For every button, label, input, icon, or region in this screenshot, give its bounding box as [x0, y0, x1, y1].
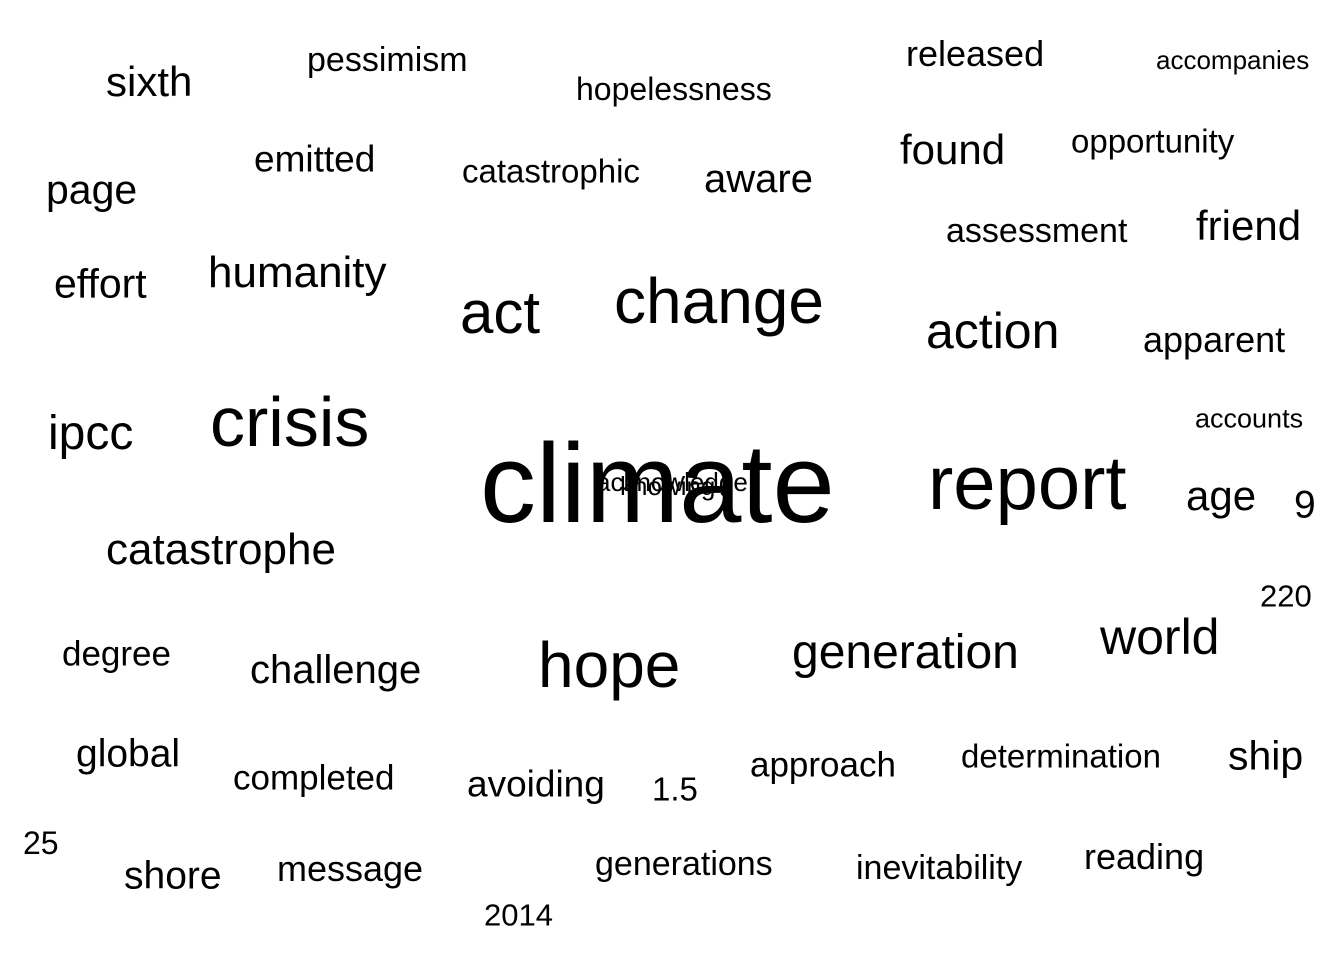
word-knowing: knowing [620, 471, 716, 501]
word-acknowledge: acknowledge [596, 467, 748, 497]
word-released: released [906, 33, 1045, 74]
word-avoiding: avoiding [467, 763, 605, 805]
word-hope: hope [538, 629, 681, 701]
word-catastrophe: catastrophe [106, 525, 336, 574]
word-generation: generation [792, 626, 1019, 679]
word-action: action [926, 303, 1060, 359]
word-report: report [928, 441, 1127, 526]
word-determination: determination [961, 737, 1161, 775]
word-challenge: challenge [250, 648, 422, 692]
word-catastrophic: catastrophic [462, 152, 640, 190]
word-humanity: humanity [208, 248, 387, 297]
word-climate: climate [480, 421, 835, 546]
word-emitted: emitted [254, 138, 376, 180]
word-ipcc: ipcc [48, 407, 134, 460]
word-friend: friend [1196, 202, 1302, 249]
word-approach: approach [750, 745, 896, 785]
word-opportunity: opportunity [1071, 122, 1235, 160]
word-page: page [46, 166, 138, 213]
word-shore: shore [124, 854, 222, 898]
word-assessment: assessment [946, 212, 1128, 250]
word-ship: ship [1228, 732, 1304, 779]
word-220: 220 [1260, 578, 1312, 614]
word-change: change [614, 265, 824, 337]
word-2014: 2014 [484, 897, 553, 933]
word-inevitability: inevitability [856, 849, 1023, 887]
word-reading: reading [1084, 836, 1205, 877]
word-generations: generations [595, 845, 773, 883]
word-message: message [277, 848, 424, 889]
word-pessimism: pessimism [307, 41, 468, 79]
word-completed: completed [233, 758, 395, 798]
word-accompanies: accompanies [1156, 45, 1310, 75]
word-degree: degree [62, 634, 171, 674]
word-1-5: 1.5 [652, 770, 698, 808]
word-effort: effort [54, 260, 147, 307]
word-accounts: accounts [1195, 403, 1304, 434]
word-apparent: apparent [1143, 319, 1286, 360]
word-sixth: sixth [106, 58, 193, 105]
word-crisis: crisis [210, 383, 370, 461]
word-9: 9 [1294, 483, 1316, 527]
word-age: age [1186, 472, 1257, 519]
word-25: 25 [23, 825, 59, 861]
word-found: found [900, 126, 1006, 173]
word-aware: aware [704, 157, 813, 201]
word-world: world [1100, 609, 1220, 665]
word-hopelessness: hopelessness [576, 71, 772, 107]
word-global: global [76, 732, 181, 776]
word-act: act [460, 279, 541, 346]
